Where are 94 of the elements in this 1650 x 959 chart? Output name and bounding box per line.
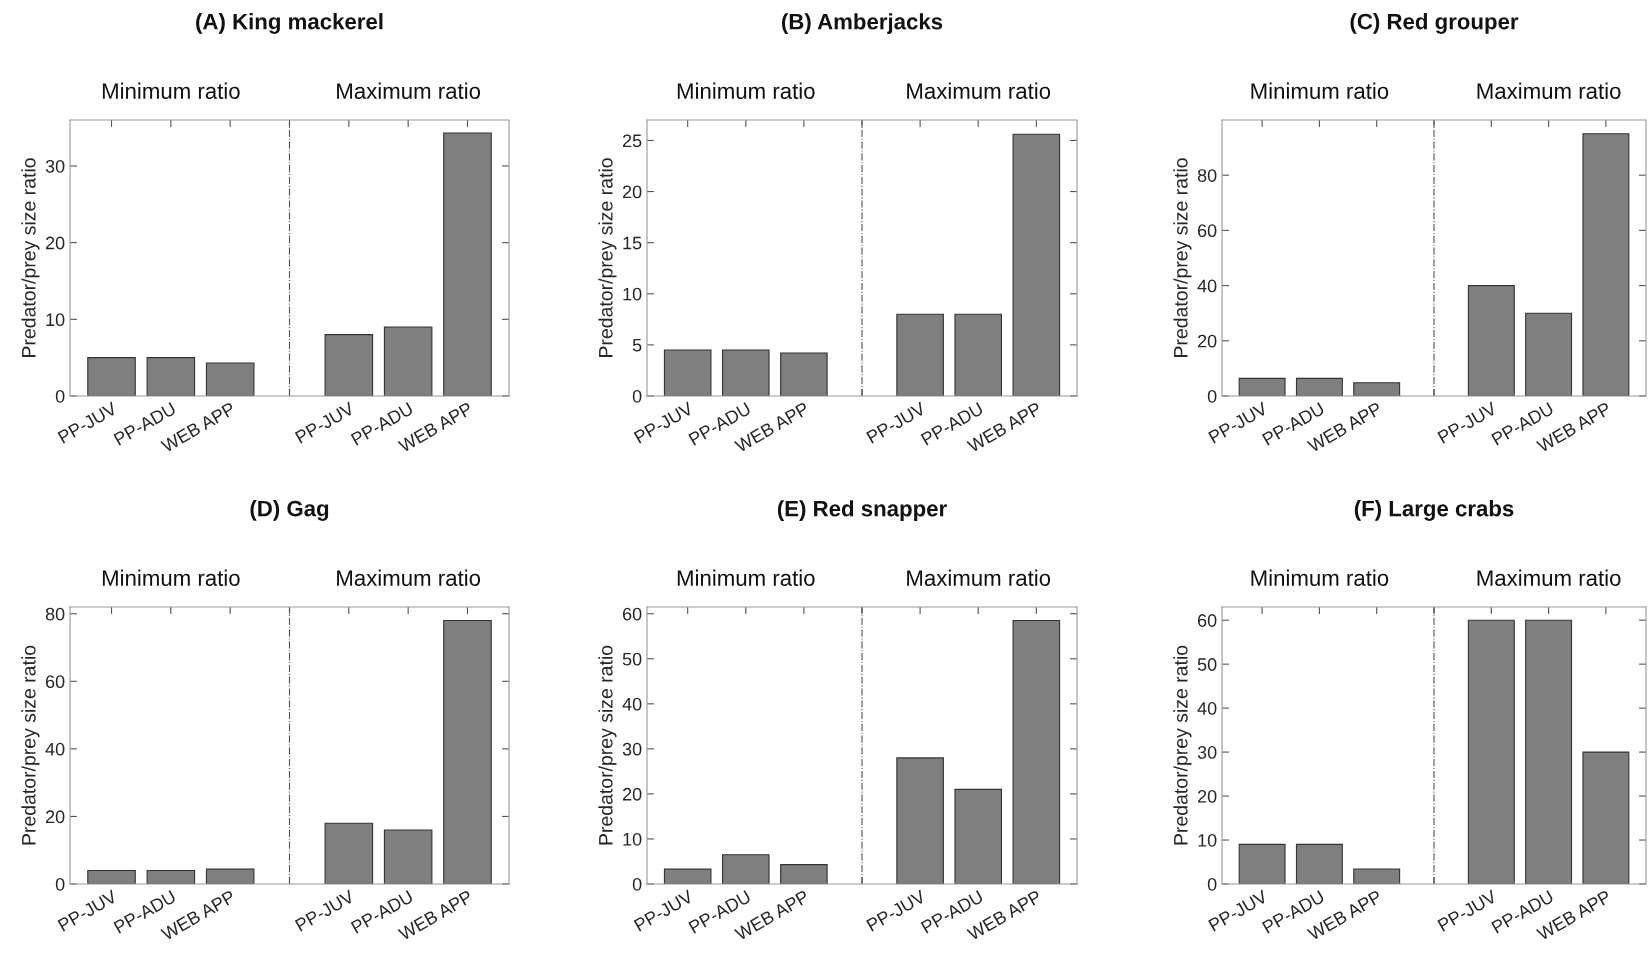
y-tick-label: 60 — [1197, 224, 1217, 238]
text: Maximum ratio — [337, 82, 481, 99]
y-axis-title: Predator/prey size ratio — [1173, 158, 1192, 357]
bar — [1353, 868, 1401, 884]
y-tick-label: 20 — [1197, 790, 1217, 803]
y-tick-label: 40 — [1197, 279, 1217, 293]
y-tick-label: 60 — [45, 675, 65, 689]
y-axis-title: Predator/prey size ratio — [1173, 645, 1192, 845]
y-tick-label: 0 — [1207, 877, 1217, 891]
bar — [954, 788, 1003, 884]
text: Minimum ratio — [102, 569, 240, 586]
y-axis-title: Predator/prey size ratio — [21, 158, 40, 357]
y-axis-title: Predator/prey size ratio — [598, 645, 617, 845]
y-tick-label: 20 — [622, 787, 642, 801]
y-tick-label: 20 — [1197, 334, 1217, 348]
y-tick-label: 0 — [55, 389, 65, 403]
bar — [1582, 751, 1630, 884]
y-tick-label: 0 — [55, 877, 65, 891]
y-tick-label: 40 — [1197, 702, 1217, 715]
bar — [1012, 619, 1061, 884]
bar — [780, 864, 828, 884]
y-tick-label: 30 — [45, 159, 65, 173]
y-tick-label: 40 — [45, 742, 65, 756]
text: Minimum ratio — [677, 82, 815, 99]
bar — [896, 313, 944, 396]
chart-title: (E) Red snapper — [777, 500, 947, 521]
bar — [146, 357, 196, 396]
chart-title: (A) King mackerel — [196, 13, 383, 34]
bar — [663, 349, 712, 396]
y-tick-label: 10 — [623, 832, 642, 846]
y-axis-title: Predator/prey size ratio — [598, 158, 617, 357]
y-tick-label: 20 — [622, 185, 642, 199]
bar — [721, 349, 770, 396]
bar — [1353, 382, 1401, 396]
chart-title: (D) Gag — [250, 500, 329, 521]
bar — [324, 334, 374, 396]
bar — [1525, 312, 1573, 396]
bar — [146, 869, 196, 884]
y-tick-label: 30 — [622, 742, 642, 756]
text: Minimum ratio — [102, 82, 240, 99]
text: Maximum ratio — [337, 569, 481, 586]
y-tick-label: 50 — [622, 652, 642, 666]
text: Maximum ratio — [1477, 569, 1621, 586]
bar — [383, 326, 433, 396]
bar — [896, 757, 944, 884]
bar — [1582, 133, 1630, 396]
y-tick-label: 60 — [622, 607, 642, 621]
text: Maximum ratio — [907, 82, 1051, 99]
bar — [1467, 619, 1515, 884]
y-tick-label: 20 — [45, 810, 65, 824]
y-tick-label: 0 — [1207, 389, 1217, 403]
y-tick-label: 5 — [632, 339, 642, 352]
bar — [1467, 285, 1515, 396]
y-axis-title: Predator/prey size ratio — [21, 645, 40, 845]
y-tick-label: 25 — [622, 134, 642, 148]
bar — [87, 869, 136, 884]
y-tick-label: 15 — [623, 236, 642, 250]
bar — [87, 357, 136, 396]
bar — [383, 829, 433, 884]
chart-title: (F) Large crabs — [1354, 500, 1514, 521]
y-tick-label: 80 — [45, 607, 65, 621]
text: Minimum ratio — [1251, 569, 1389, 586]
y-tick-label: 40 — [622, 697, 642, 711]
bar — [663, 868, 712, 884]
y-tick-label: 0 — [632, 389, 642, 403]
text: Maximum ratio — [1477, 82, 1621, 99]
y-tick-label: 0 — [632, 877, 642, 891]
y-tick-label: 10 — [623, 287, 642, 301]
chart-title: (B) Amberjacks — [782, 13, 943, 34]
bar — [1238, 843, 1286, 884]
y-tick-label: 80 — [1197, 169, 1217, 182]
text: Maximum ratio — [907, 569, 1051, 586]
y-tick-label: 10 — [46, 313, 65, 327]
y-tick-label: 20 — [45, 236, 65, 250]
bar — [1295, 843, 1343, 884]
text: Minimum ratio — [1251, 82, 1389, 99]
text: Minimum ratio — [677, 569, 815, 586]
bar — [205, 868, 255, 884]
bar — [721, 854, 770, 884]
y-tick-label: 60 — [1197, 614, 1217, 627]
bar — [954, 313, 1003, 396]
bar — [1238, 377, 1286, 396]
bar — [780, 352, 828, 396]
bar — [443, 619, 492, 884]
bar — [1295, 377, 1343, 396]
bar — [205, 362, 255, 396]
bar — [443, 132, 492, 396]
bar — [1525, 619, 1573, 884]
bar — [1012, 133, 1061, 396]
y-tick-label: 10 — [1198, 833, 1217, 847]
y-tick-label: 30 — [1197, 746, 1217, 759]
y-tick-label: 50 — [1197, 658, 1217, 671]
bar — [324, 822, 374, 884]
chart-title: (C) Red grouper — [1350, 13, 1519, 34]
